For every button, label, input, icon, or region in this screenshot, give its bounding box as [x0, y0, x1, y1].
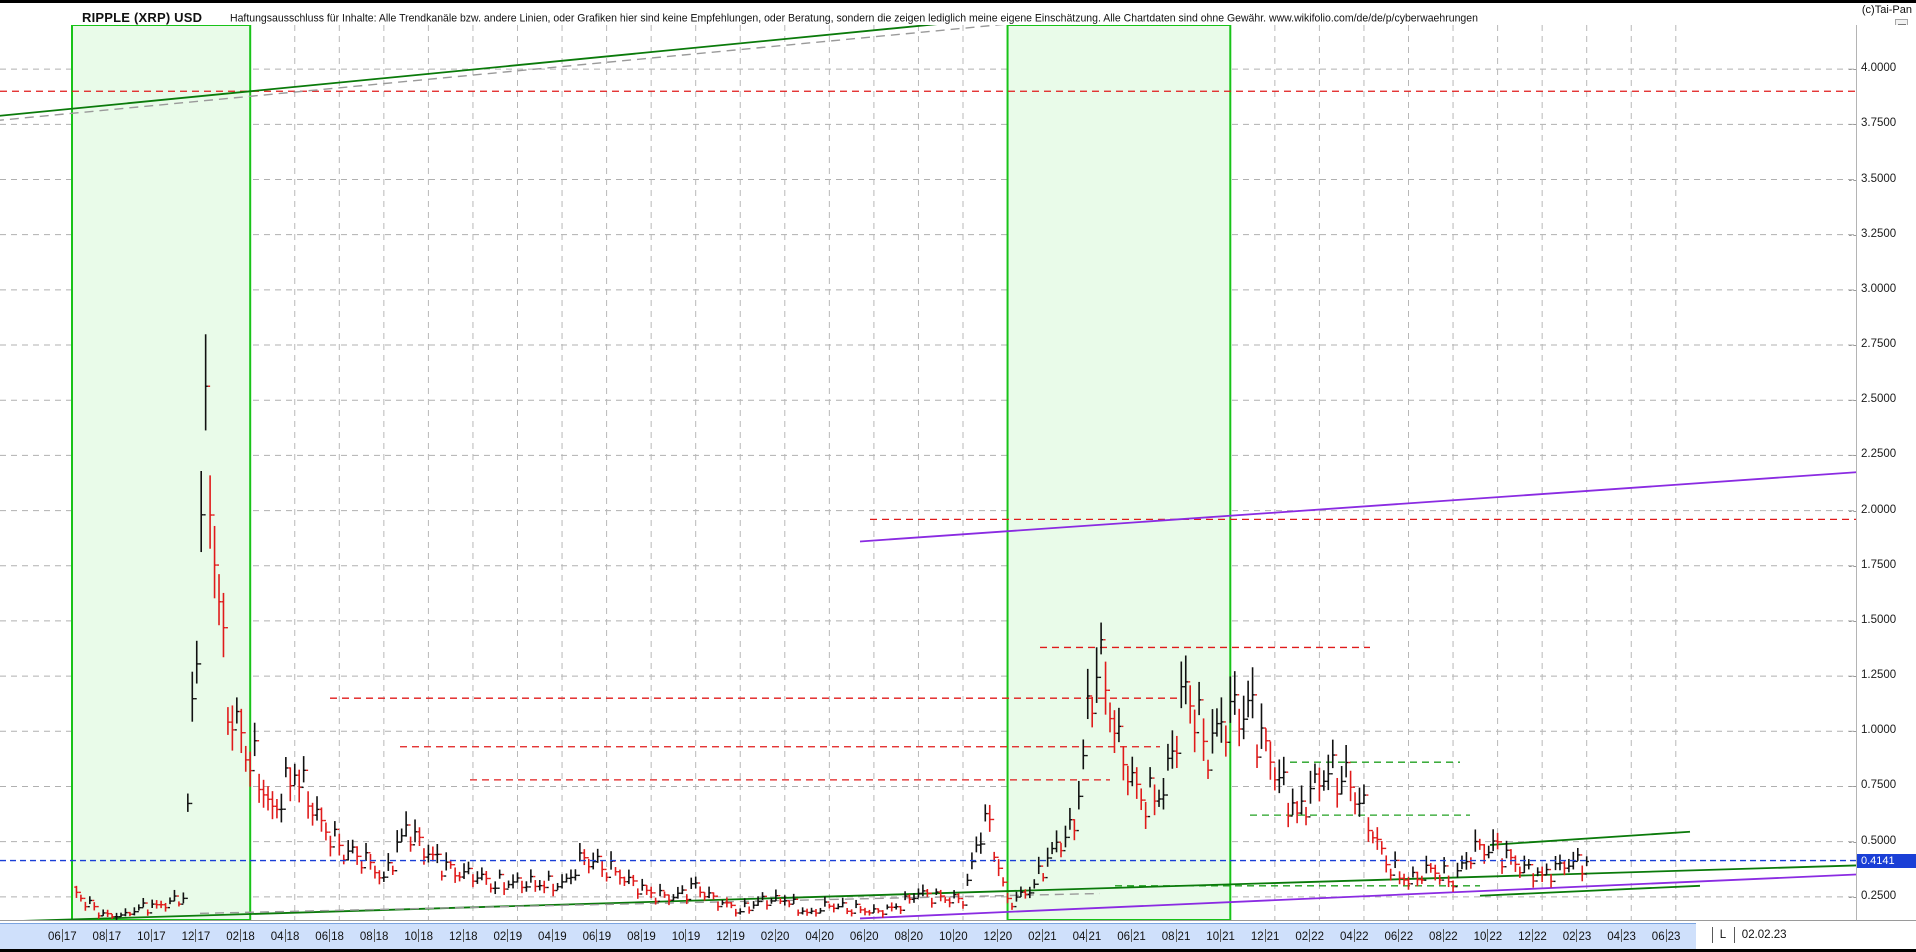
- date-axis-scrollbar[interactable]: [0, 923, 1696, 950]
- chart-horizontal-levels: [0, 90, 1856, 887]
- price-tick-label: 2.0000: [1861, 503, 1897, 516]
- chart-header: RIPPLE (XRP) USD Haftungsausschluss für …: [0, 3, 1916, 25]
- page-title: RIPPLE (XRP) USD: [82, 10, 203, 25]
- price-tick-label: 3.2500: [1861, 227, 1897, 240]
- date-tick-label: 06 21: [1117, 929, 1146, 943]
- date-tick-label: 04 18: [270, 929, 300, 943]
- date-tick-label: 08 22: [1429, 929, 1458, 943]
- price-tick-label: 1.2500: [1861, 669, 1897, 682]
- date-tick-label: 02 21: [1028, 929, 1057, 943]
- price-tick-mark: [1849, 289, 1856, 291]
- date-tick-label: 08 18: [359, 929, 389, 943]
- date-tick-label: 08 21: [1161, 929, 1191, 943]
- price-tick-mark: [1849, 400, 1856, 402]
- price-tick-mark: [1849, 124, 1856, 126]
- date-tick-label: 04 22: [1339, 929, 1369, 943]
- price-tick-mark: [1849, 69, 1856, 71]
- price-tick-mark: [1849, 841, 1856, 843]
- price-tick-label: 4.0000: [1861, 62, 1897, 75]
- date-tick-label: 02 18: [226, 929, 255, 943]
- price-tick-label: 2.2500: [1861, 448, 1897, 461]
- watermark-label: (c)Tai-Pan: [1861, 4, 1912, 16]
- date-tick-label: 02 20: [760, 929, 790, 943]
- chart-canvas: [0, 25, 1856, 920]
- date-tick-label: 06 20: [849, 929, 879, 943]
- date-tick-label: 08 20: [894, 929, 924, 943]
- date-tick-label: 12 18: [448, 929, 478, 943]
- date-tick-label: 02 19: [493, 929, 523, 943]
- axis-divider: [1733, 927, 1735, 943]
- price-axis[interactable]: 4.0000 3.7500 3.5000 3.2500 3.0000 2.7500 2.50…: [1849, 25, 1916, 920]
- date-tick-label: 12 20: [983, 929, 1013, 943]
- last-price-badge: 0.4141: [1857, 853, 1916, 868]
- chart-price-bars: [74, 334, 1589, 920]
- price-tick-label: 3.5000: [1861, 172, 1897, 185]
- date-tick-label: 12 19: [716, 929, 745, 943]
- date-tick-label: 04 23: [1607, 929, 1636, 943]
- interval-marker-label[interactable]: L: [1719, 929, 1727, 941]
- price-tick-label: 0.5000: [1861, 834, 1897, 847]
- price-tick-mark: [1849, 565, 1856, 567]
- date-tick-label: 08 17: [92, 929, 122, 943]
- window-top-border: [0, 0, 1916, 3]
- date-axis[interactable]: 06 17 08 17 10 17 12 17 02 18 04 18 06 18 08 18 10 18 12 18…: [0, 920, 1916, 952]
- price-tick-label: 1.7500: [1861, 558, 1897, 571]
- chart-highlight-zones: [71, 25, 1232, 920]
- price-tick-mark: [1849, 179, 1856, 181]
- date-tick-label: 10 21: [1206, 929, 1235, 943]
- axis-divider: [1711, 927, 1713, 943]
- chart-plot-area[interactable]: [0, 25, 1856, 920]
- chart-gridlines: [0, 25, 1856, 920]
- date-tick-label: 04 19: [538, 929, 567, 943]
- price-tick-mark: [1849, 510, 1856, 512]
- date-tick-label: 06 22: [1384, 929, 1414, 943]
- price-tick-label: 3.7500: [1861, 117, 1897, 130]
- date-tick-label: 02 23: [1562, 929, 1592, 943]
- price-tick-mark: [1849, 731, 1856, 733]
- date-tick-label: 12 17: [181, 929, 211, 943]
- window-bottom-border: [0, 949, 1916, 952]
- price-tick-mark: [1849, 345, 1856, 347]
- price-tick-mark: [1849, 896, 1856, 898]
- date-tick-label: 10 20: [939, 929, 968, 943]
- date-tick-label: 06 18: [315, 929, 344, 943]
- chart-trend-lines: [0, 25, 1856, 920]
- price-tick-mark: [1849, 234, 1856, 236]
- price-tick-label: 1.5000: [1861, 613, 1897, 626]
- price-tick-mark: [1849, 620, 1856, 622]
- date-tick-label: 10 18: [404, 929, 433, 943]
- date-tick-label: 02 22: [1295, 929, 1324, 943]
- date-tick-label: 04 21: [1072, 929, 1102, 943]
- price-tick-mark: [1849, 676, 1856, 678]
- date-tick-label: 06 23: [1651, 929, 1681, 943]
- date-tick-label: 08 19: [627, 929, 656, 943]
- date-tick-label: 12 22: [1518, 929, 1547, 943]
- disclaimer-text: Haftungsausschluss für Inhalte: Alle Tre…: [230, 12, 1478, 25]
- price-tick-label: 0.7500: [1861, 779, 1897, 792]
- cursor-date-label: 02.02.23: [1741, 929, 1787, 941]
- price-tick-mark: [1849, 455, 1856, 457]
- price-tick-label: 3.0000: [1861, 282, 1897, 295]
- price-tick-label: 2.5000: [1861, 393, 1897, 406]
- price-tick-label: 0.2500: [1861, 889, 1897, 902]
- date-tick-label: 06 19: [582, 929, 612, 943]
- date-tick-label: 10 22: [1473, 929, 1503, 943]
- date-tick-label: 06 17: [48, 929, 77, 943]
- date-tick-label: 10 19: [671, 929, 701, 943]
- date-tick-label: 04 20: [805, 929, 834, 943]
- price-tick-label: 2.7500: [1861, 338, 1897, 351]
- price-tick-mark: [1849, 786, 1856, 788]
- price-tick-label: 1.0000: [1861, 724, 1897, 737]
- date-tick-label: 12 21: [1250, 929, 1280, 943]
- date-tick-label: 10 17: [137, 929, 166, 943]
